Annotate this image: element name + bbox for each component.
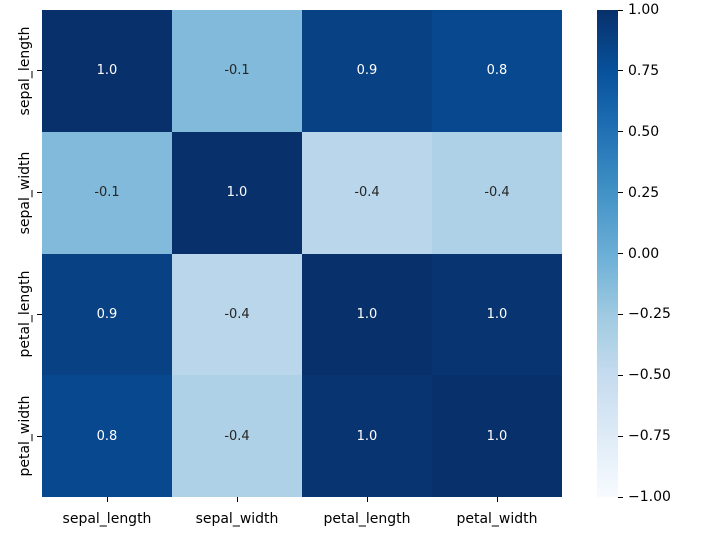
x-tick-mark xyxy=(106,497,108,502)
colorbar-tick-label-0.25: 0.25 xyxy=(628,184,660,201)
x-tick-label-sepal_length: sepal_length xyxy=(62,511,152,527)
heatmap-cell-petal_length-sepal_width: -0.4 xyxy=(172,253,302,376)
colorbar-tick-mark xyxy=(618,435,623,437)
x-tick-label-petal_width: petal_width xyxy=(456,511,538,527)
cell-value: 1.0 xyxy=(486,306,508,322)
colorbar-tick-label-−0.25: −0.25 xyxy=(628,306,671,323)
colorbar-tick-label-−1.00: −1.00 xyxy=(628,489,671,505)
heatmap-cell-sepal_width-petal_length: -0.4 xyxy=(302,131,432,254)
heatmap-cell-petal_width-sepal_width: -0.4 xyxy=(172,375,302,497)
cell-value: -0.1 xyxy=(94,185,120,201)
y-tick-label-petal_width: petal_width xyxy=(17,395,33,477)
heatmap-cell-petal_width-sepal_length: 0.8 xyxy=(42,375,172,497)
colorbar xyxy=(597,10,618,497)
cell-value: 1.0 xyxy=(356,428,378,444)
cell-value: 1.0 xyxy=(356,306,378,322)
cell-value: -0.1 xyxy=(224,63,250,79)
heatmap-cell-sepal_width-sepal_length: -0.1 xyxy=(42,131,172,254)
heatmap-cell-petal_length-petal_length: 1.0 xyxy=(302,253,432,376)
y-tick-mark xyxy=(37,70,42,72)
y-tick-mark xyxy=(37,192,42,194)
x-tick-label-sepal_width: sepal_width xyxy=(195,511,279,527)
x-tick-label-petal_length: petal_length xyxy=(323,511,411,527)
cell-value: 0.9 xyxy=(356,63,378,79)
heatmap-cell-petal_length-petal_width: 1.0 xyxy=(432,253,562,376)
colorbar-tick-mark xyxy=(618,253,623,254)
colorbar-tick-label-0.00: 0.00 xyxy=(628,245,660,262)
heatmap-cell-sepal_length-petal_length: 0.9 xyxy=(302,10,432,132)
colorbar-tick-mark xyxy=(618,374,623,376)
heatmap-cell-petal_width-petal_width: 1.0 xyxy=(432,375,562,497)
colorbar-tick-mark xyxy=(618,131,623,133)
heatmap-cell-sepal_length-sepal_width: -0.1 xyxy=(172,10,302,132)
heatmap-cell-sepal_width-petal_width: -0.4 xyxy=(432,131,562,254)
colorbar-tick-mark xyxy=(618,192,623,194)
heatmap-cell-sepal_length-sepal_length: 1.0 xyxy=(42,10,172,132)
heatmap-cell-sepal_length-petal_width: 0.8 xyxy=(432,10,562,132)
x-tick-mark xyxy=(236,497,238,502)
y-tick-mark xyxy=(37,313,42,315)
cell-value: 1.0 xyxy=(226,185,248,201)
cell-value: 0.8 xyxy=(486,63,508,79)
colorbar-tick-label-0.75: 0.75 xyxy=(628,62,660,79)
cell-value: 1.0 xyxy=(486,428,508,444)
y-tick-label-petal_length: petal_length xyxy=(17,270,33,358)
y-tick-mark xyxy=(37,435,42,437)
heatmap-cell-sepal_width-sepal_width: 1.0 xyxy=(172,131,302,254)
heatmap-cell-petal_length-sepal_length: 0.9 xyxy=(42,253,172,376)
heatmap-cell-petal_width-petal_length: 1.0 xyxy=(302,375,432,497)
colorbar-tick-label-−0.75: −0.75 xyxy=(628,428,671,445)
colorbar-tick-label-0.50: 0.50 xyxy=(628,123,660,140)
colorbar-tick-label-−0.50: −0.50 xyxy=(628,367,671,384)
colorbar-tick-label-1.00: 1.00 xyxy=(628,2,660,18)
colorbar-tick-mark xyxy=(618,9,623,11)
cell-value: -0.4 xyxy=(224,428,250,444)
cell-value: -0.4 xyxy=(484,185,510,201)
colorbar-tick-mark xyxy=(618,70,623,72)
cell-value: 0.9 xyxy=(96,306,118,322)
x-tick-mark xyxy=(496,497,498,502)
y-tick-label-sepal_width: sepal_width xyxy=(17,151,33,235)
cell-value: -0.4 xyxy=(354,185,380,201)
y-tick-label-sepal_length: sepal_length xyxy=(17,26,33,116)
colorbar-tick-mark xyxy=(618,496,623,498)
colorbar-tick-mark xyxy=(618,313,623,315)
heatmap-grid: 1.0 -0.1 0.9 0.8 -0.1 1.0 -0.4 -0.4 0.9 -0.4 1.0 1.… xyxy=(42,10,562,497)
x-tick-mark xyxy=(366,497,368,502)
cell-value: 0.8 xyxy=(96,428,118,444)
cell-value: -0.4 xyxy=(224,306,250,322)
cell-value: 1.0 xyxy=(96,63,118,79)
